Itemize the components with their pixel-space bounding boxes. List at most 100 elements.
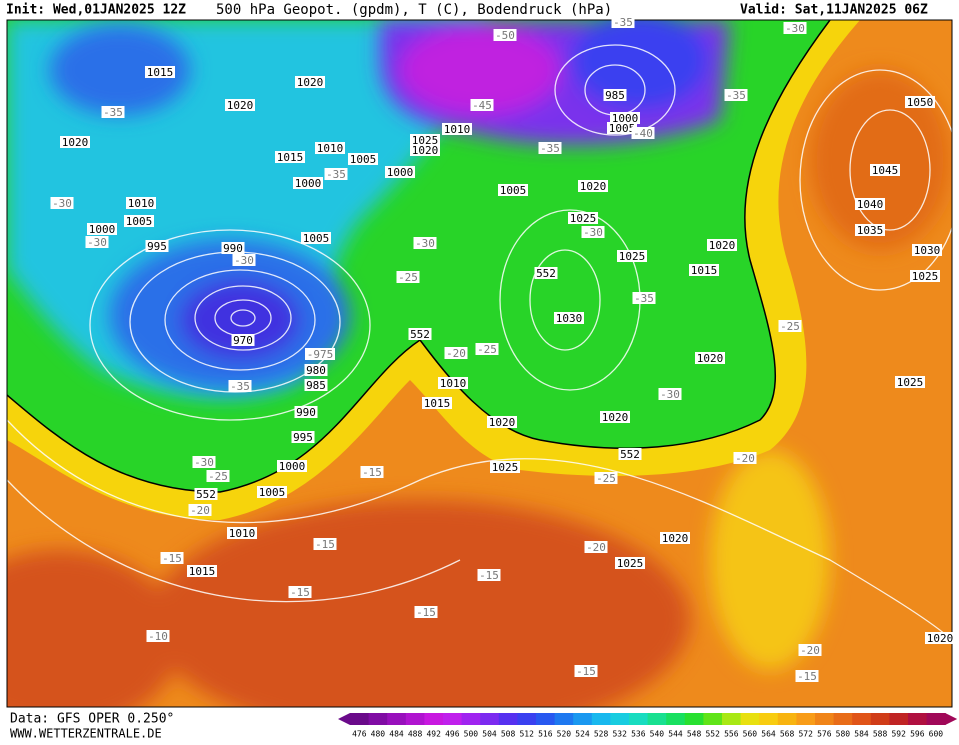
label-box <box>444 347 468 359</box>
label-box <box>610 112 640 124</box>
label-box <box>905 96 935 108</box>
isoline-label: 1030 <box>914 244 941 257</box>
isoline-label: 1025 <box>570 212 597 225</box>
label-box <box>225 99 255 111</box>
label-box <box>315 142 345 154</box>
isoline-label: -30 <box>87 236 107 249</box>
scale-swatch <box>536 713 556 725</box>
label-box <box>689 264 719 276</box>
isoline-label: 552 <box>410 328 430 341</box>
isoline-label: -50 <box>495 29 515 42</box>
scale-swatch <box>480 713 500 725</box>
isoline-label: 1010 <box>317 142 344 155</box>
label-box <box>145 240 169 252</box>
isoline-label: -20 <box>800 644 820 657</box>
isoline-label: 1020 <box>602 411 629 424</box>
scale-label: 476 <box>352 730 367 739</box>
label-box <box>304 379 328 391</box>
isoline-label: 1020 <box>489 416 516 429</box>
scale-swatch <box>387 713 407 725</box>
isoline-label: -975 <box>307 348 334 361</box>
label-box <box>783 22 807 34</box>
isoline-label: -30 <box>234 254 254 267</box>
label-box <box>360 466 384 478</box>
label-box <box>611 16 635 28</box>
scale-swatch <box>424 713 444 725</box>
isoline-label: 1015 <box>277 151 304 164</box>
isoline-label: 1025 <box>619 250 646 263</box>
isoline-label: -15 <box>162 552 182 565</box>
label-box <box>695 352 725 364</box>
scale-swatch <box>796 713 816 725</box>
isoline-label: -25 <box>780 320 800 333</box>
isoline-label: 1020 <box>412 144 439 157</box>
isoline-labels: 1015 -35 1020 1020 1020 1015 1010 1005 1000 1000 -… <box>50 16 955 683</box>
label-box <box>798 644 822 656</box>
scale-label: 508 <box>501 730 516 739</box>
isoline-label: -15 <box>315 538 335 551</box>
scale-swatch <box>833 713 853 725</box>
isoline-label: 552 <box>196 488 216 501</box>
label-box <box>855 198 885 210</box>
isoline-label: 1000 <box>387 166 414 179</box>
label-box <box>160 552 184 564</box>
isoline-label: 1025 <box>412 134 439 147</box>
label-box <box>396 271 420 283</box>
map-title: 500 hPa Geopot. (gpdm), T (C), Bodendruc… <box>216 2 612 18</box>
isoline-label: 1030 <box>556 312 583 325</box>
label-box <box>277 460 307 472</box>
label-box <box>60 136 90 148</box>
isoline-label: 552 <box>620 448 640 461</box>
label-box <box>410 134 440 146</box>
label-box <box>538 142 562 154</box>
label-box <box>231 334 255 346</box>
scale-label: 536 <box>631 730 646 739</box>
isoline-label: -15 <box>479 569 499 582</box>
label-box <box>126 197 156 209</box>
scale-swatch <box>852 713 872 725</box>
label-box <box>493 29 517 41</box>
scale-label: 540 <box>650 730 665 739</box>
scale-label: 524 <box>575 730 590 739</box>
isoline-label: 1010 <box>440 377 467 390</box>
isoline-label: -20 <box>586 541 606 554</box>
label-box <box>615 557 645 569</box>
isoline-label: -25 <box>208 470 228 483</box>
isoline-label: -35 <box>540 142 560 155</box>
isoline-label: -35 <box>326 168 346 181</box>
label-box <box>660 532 690 544</box>
isoline-label: -20 <box>190 504 210 517</box>
scale-label: 484 <box>389 730 404 739</box>
label-box <box>617 250 647 262</box>
isoline-label: -25 <box>477 343 497 356</box>
isoline-label: -15 <box>576 665 596 678</box>
scale-label: 520 <box>557 730 572 739</box>
label-box <box>324 168 348 180</box>
label-box <box>145 66 175 78</box>
isoline-label: 1020 <box>709 239 736 252</box>
scale-swatch <box>405 713 425 725</box>
isoline-label: 1005 <box>350 153 377 166</box>
scale-arrow-right <box>945 713 958 725</box>
isoline-label: -10 <box>148 630 168 643</box>
scale-swatch <box>517 713 537 725</box>
label-box <box>631 127 655 139</box>
label-box <box>50 197 74 209</box>
label-box <box>275 151 305 163</box>
isoline-label: 1025 <box>617 557 644 570</box>
scale-label: 516 <box>538 730 553 739</box>
scale-label: 576 <box>817 730 832 739</box>
isoline-label: 1015 <box>147 66 174 79</box>
website: WWW.WETTERZENTRALE.DE <box>10 727 162 741</box>
label-box <box>192 456 216 468</box>
label-box <box>795 670 819 682</box>
isoline-label: 1025 <box>897 376 924 389</box>
label-box <box>305 348 335 360</box>
label-box <box>295 76 325 88</box>
scale-label: 504 <box>482 730 497 739</box>
scale-arrow-left <box>338 713 350 725</box>
scale-label: 556 <box>724 730 739 739</box>
isoline-label: 1000 <box>279 460 306 473</box>
isoline-label: 1015 <box>424 397 451 410</box>
scale-label: 544 <box>668 730 683 739</box>
